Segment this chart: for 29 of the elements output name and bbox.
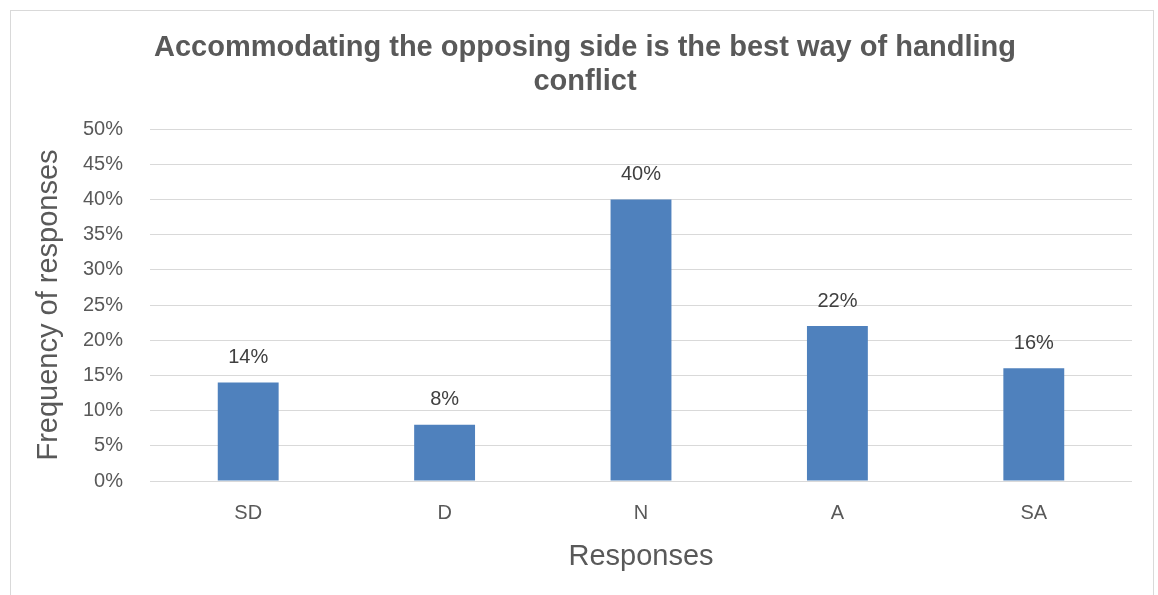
data-label: 16% [1013, 330, 1055, 353]
x-tick-label: N [633, 500, 649, 523]
y-tick-label: 5% [94, 433, 124, 456]
bar [610, 199, 672, 481]
bar [806, 326, 868, 481]
bar [414, 424, 476, 481]
x-tick-label: A [830, 500, 845, 523]
data-label: 14% [228, 344, 269, 367]
chart-title: Accommodating the opposing side is the best way of handling conflict [153, 29, 1017, 97]
y-tick-label: 45% [82, 151, 124, 174]
x-axis-title: Responses [568, 538, 714, 571]
x-tick-label: SA [1020, 500, 1048, 523]
y-tick-label: 35% [82, 222, 124, 245]
y-tick-label: 30% [82, 257, 124, 280]
y-tick-label: 50% [82, 116, 124, 139]
data-label: 40% [620, 161, 662, 184]
y-axis-title: Frequency of responses [31, 149, 64, 461]
y-tick-label: 15% [82, 362, 124, 385]
y-tick-label: 10% [82, 398, 124, 421]
data-label: 8% [430, 387, 460, 410]
y-tick-label: 25% [82, 292, 124, 315]
bar [1003, 368, 1065, 481]
y-tick-label: 20% [82, 327, 124, 350]
x-tick-label: SD [234, 500, 263, 523]
x-tick-label: D [437, 500, 452, 523]
bar [217, 382, 279, 481]
y-tick-label: 0% [94, 468, 124, 491]
data-label: 22% [817, 288, 858, 311]
y-tick-label: 40% [82, 186, 124, 209]
